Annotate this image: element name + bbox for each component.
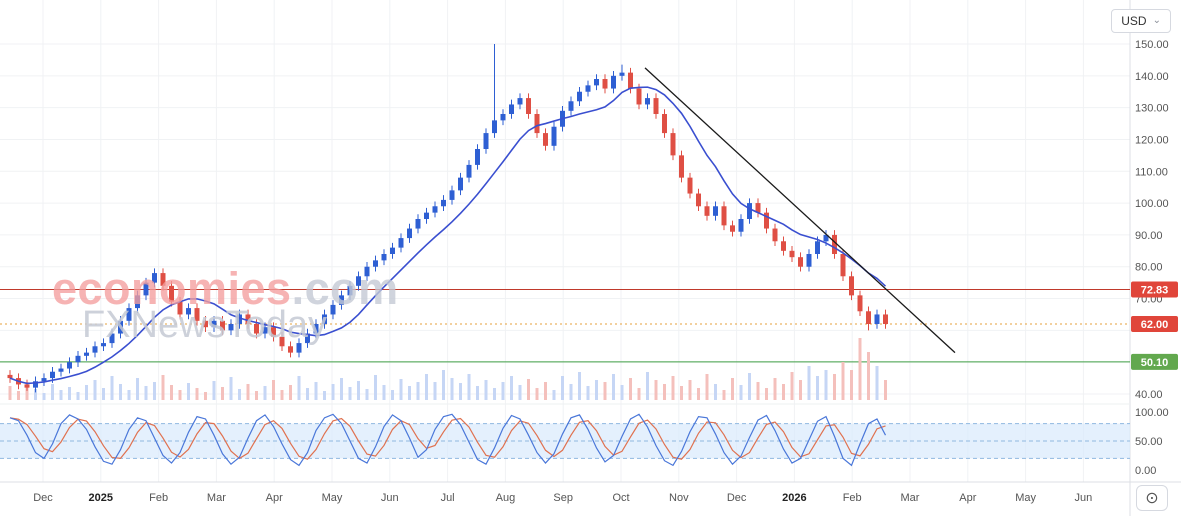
svg-text:Dec: Dec bbox=[727, 492, 747, 504]
svg-text:130.00: 130.00 bbox=[1135, 103, 1169, 115]
svg-text:May: May bbox=[322, 492, 343, 504]
svg-text:Jun: Jun bbox=[1075, 492, 1093, 504]
time-axis[interactable]: Dec 2025 Feb Mar Apr May Jun Jul Aug Sep Oct Nov Dec… bbox=[33, 492, 1092, 504]
svg-text:150.00: 150.00 bbox=[1135, 39, 1169, 51]
currency-selector[interactable]: USD ⌄ bbox=[1111, 9, 1171, 33]
svg-text:0.00: 0.00 bbox=[1135, 465, 1156, 477]
svg-text:Nov: Nov bbox=[669, 492, 689, 504]
svg-text:Feb: Feb bbox=[149, 492, 168, 504]
price-axis[interactable]: 150.00 140.00 130.00 120.00 110.00 100.00 90.0… bbox=[1131, 39, 1178, 477]
chevron-down-icon: ⌄ bbox=[1152, 15, 1161, 26]
svg-text:Mar: Mar bbox=[901, 492, 920, 504]
svg-text:100.00: 100.00 bbox=[1135, 198, 1169, 210]
svg-text:120.00: 120.00 bbox=[1135, 134, 1169, 146]
svg-text:Jul: Jul bbox=[441, 492, 455, 504]
svg-text:2025: 2025 bbox=[89, 492, 113, 504]
volume-bars bbox=[8, 338, 887, 400]
candles bbox=[7, 44, 888, 393]
svg-text:40.00: 40.00 bbox=[1135, 389, 1163, 401]
trendline[interactable] bbox=[644, 67, 956, 354]
svg-text:Feb: Feb bbox=[843, 492, 862, 504]
svg-text:Apr: Apr bbox=[959, 492, 976, 504]
svg-text:Mar: Mar bbox=[207, 492, 226, 504]
svg-text:90.00: 90.00 bbox=[1135, 230, 1163, 242]
svg-text:Apr: Apr bbox=[266, 492, 283, 504]
target-icon: ⊙ bbox=[1145, 490, 1159, 507]
currency-label: USD bbox=[1121, 14, 1147, 28]
svg-text:140.00: 140.00 bbox=[1135, 71, 1169, 83]
crosshair-button[interactable]: ⊙ bbox=[1136, 485, 1168, 511]
svg-text:110.00: 110.00 bbox=[1135, 166, 1168, 178]
svg-text:May: May bbox=[1015, 492, 1036, 504]
svg-text:50.10: 50.10 bbox=[1141, 357, 1169, 369]
oscillator-pane[interactable] bbox=[0, 413, 1130, 467]
price-levels bbox=[0, 289, 1130, 363]
moving-average-line bbox=[9, 86, 887, 385]
svg-text:Sep: Sep bbox=[553, 492, 573, 504]
svg-text:Aug: Aug bbox=[496, 492, 516, 504]
svg-text:80.00: 80.00 bbox=[1135, 262, 1163, 274]
svg-text:72.83: 72.83 bbox=[1141, 285, 1169, 297]
svg-text:62.00: 62.00 bbox=[1141, 319, 1169, 331]
svg-text:2026: 2026 bbox=[782, 492, 806, 504]
svg-text:Dec: Dec bbox=[33, 492, 53, 504]
svg-text:Oct: Oct bbox=[612, 492, 629, 504]
svg-text:100.00: 100.00 bbox=[1135, 407, 1169, 419]
svg-text:Jun: Jun bbox=[381, 492, 399, 504]
svg-text:50.00: 50.00 bbox=[1135, 436, 1163, 448]
